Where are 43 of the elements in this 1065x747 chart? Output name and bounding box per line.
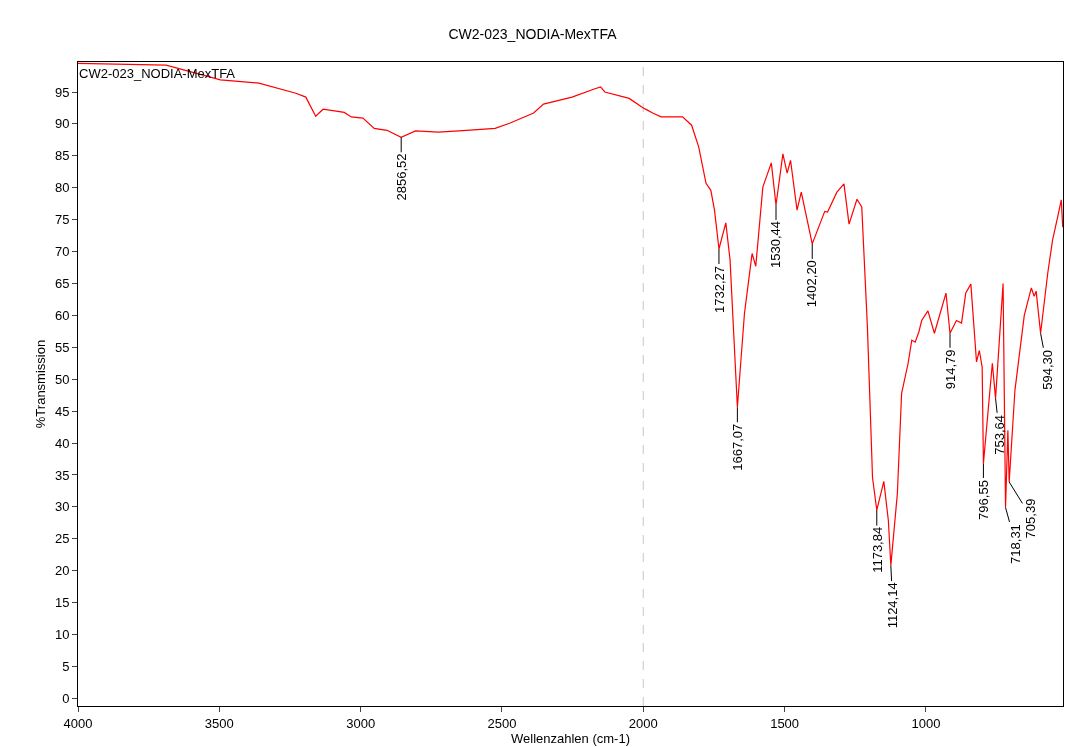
y-tick-label: 75 — [54, 212, 70, 228]
y-tick-label: 5 — [62, 658, 70, 674]
y-tick-label: 65 — [54, 276, 70, 292]
y-tick-label: 90 — [54, 116, 70, 132]
y-tick-label: 70 — [54, 244, 70, 260]
annotation: 718,31 — [1007, 524, 1023, 564]
annotation: 914,79 — [942, 349, 958, 390]
x-tick-label: 1000 — [911, 715, 941, 731]
y-tick-label: 60 — [54, 307, 70, 323]
x-tick-label: 1500 — [770, 715, 800, 731]
y-tick-label: 95 — [54, 84, 70, 100]
annotation: 594,30 — [1040, 349, 1056, 390]
annotation: 1530,44 — [768, 220, 784, 268]
y-tick-label: 15 — [54, 595, 70, 611]
y-tick-label: 20 — [54, 563, 70, 579]
y-tick-label: 10 — [54, 627, 70, 643]
y-tick-label: 45 — [54, 403, 70, 419]
x-tick-label: 3000 — [346, 715, 376, 731]
annotation: 1732,27 — [711, 265, 727, 313]
annotation: 2856,52 — [393, 153, 409, 201]
x-tick-label: 2000 — [628, 715, 658, 731]
x-tick-label: 4000 — [63, 715, 93, 731]
annotation: 753,64 — [992, 415, 1008, 455]
y-tick-label: 0 — [62, 690, 70, 706]
y-tick-label: 50 — [54, 371, 70, 387]
x-tick-label: 2500 — [487, 715, 517, 731]
y-tick-label: 30 — [54, 499, 70, 515]
y-tick-label: 25 — [54, 531, 70, 547]
y-tick-label: 85 — [54, 148, 70, 164]
x-axis-title: Wellenzahlen (cm-1) — [511, 731, 630, 747]
y-tick-label: 40 — [54, 435, 70, 451]
y-tick-label: 80 — [54, 180, 70, 196]
x-tick-label: 3500 — [204, 715, 234, 731]
annotation: 1124,14 — [885, 582, 901, 629]
annotation: 1667,07 — [730, 423, 746, 471]
annotation: 1173,84 — [869, 526, 885, 573]
annotation: 705,39 — [1023, 498, 1039, 539]
y-axis-title: %Transmission — [32, 339, 48, 429]
y-tick-label: 55 — [54, 339, 70, 355]
chart-title: CW2-023_NODIA-MexTFA — [448, 25, 618, 42]
annotation: 1402,20 — [804, 260, 820, 308]
y-tick-label: 35 — [54, 467, 70, 483]
annotation: 796,55 — [975, 480, 991, 520]
